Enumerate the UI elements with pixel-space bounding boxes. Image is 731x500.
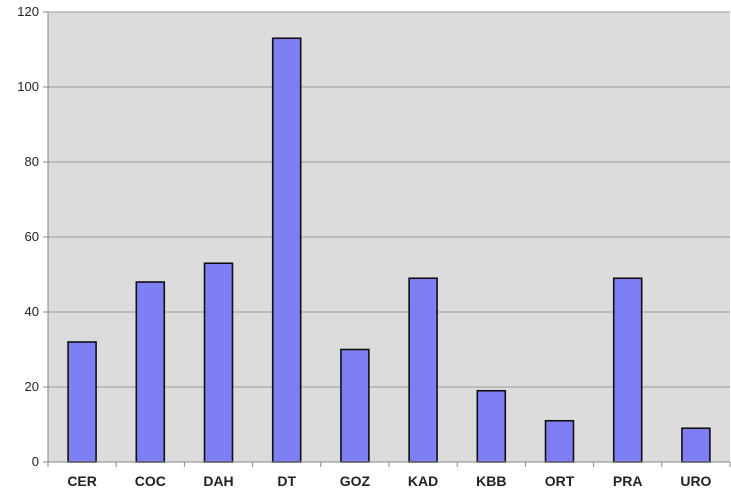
x-tick-label-uro: URO <box>680 473 711 489</box>
x-tick-labels: CER COC DAH DT GOZ KAD KBB ORT PRA URO <box>67 473 711 489</box>
x-tick-label-pra: PRA <box>613 473 643 489</box>
x-tick-label-ort: ORT <box>545 473 575 489</box>
bar-cer <box>67 341 97 463</box>
bar-uro <box>681 427 711 463</box>
x-tick-label-goz: GOZ <box>340 473 371 489</box>
bar-coc <box>135 281 166 463</box>
bar-goz <box>340 348 370 463</box>
bar-ort <box>544 419 575 463</box>
y-tick-label-0: 0 <box>32 454 39 469</box>
bar-dt <box>271 37 302 463</box>
y-tick-label-120: 120 <box>17 4 39 19</box>
x-tick-label-cer: CER <box>67 473 97 489</box>
bar-kad <box>408 277 438 463</box>
bar-kbb <box>476 389 507 463</box>
axes <box>43 11 731 467</box>
x-tick-label-kad: KAD <box>408 473 438 489</box>
y-tick-label-100: 100 <box>17 79 39 94</box>
bar-pra <box>612 277 643 463</box>
x-tick-label-kbb: KBB <box>476 473 506 489</box>
y-tick-label-40: 40 <box>25 304 39 319</box>
y-tick-labels: 0 20 40 60 80 100 120 <box>17 4 39 469</box>
bars <box>67 37 711 463</box>
x-tick-label-dt: DT <box>277 473 296 489</box>
y-tick-label-80: 80 <box>25 154 39 169</box>
y-tick-label-20: 20 <box>25 379 39 394</box>
y-tick-label-60: 60 <box>25 229 39 244</box>
x-tick-label-coc: COC <box>135 473 166 489</box>
x-tick-label-dah: DAH <box>203 473 233 489</box>
bar-dah <box>203 262 234 463</box>
